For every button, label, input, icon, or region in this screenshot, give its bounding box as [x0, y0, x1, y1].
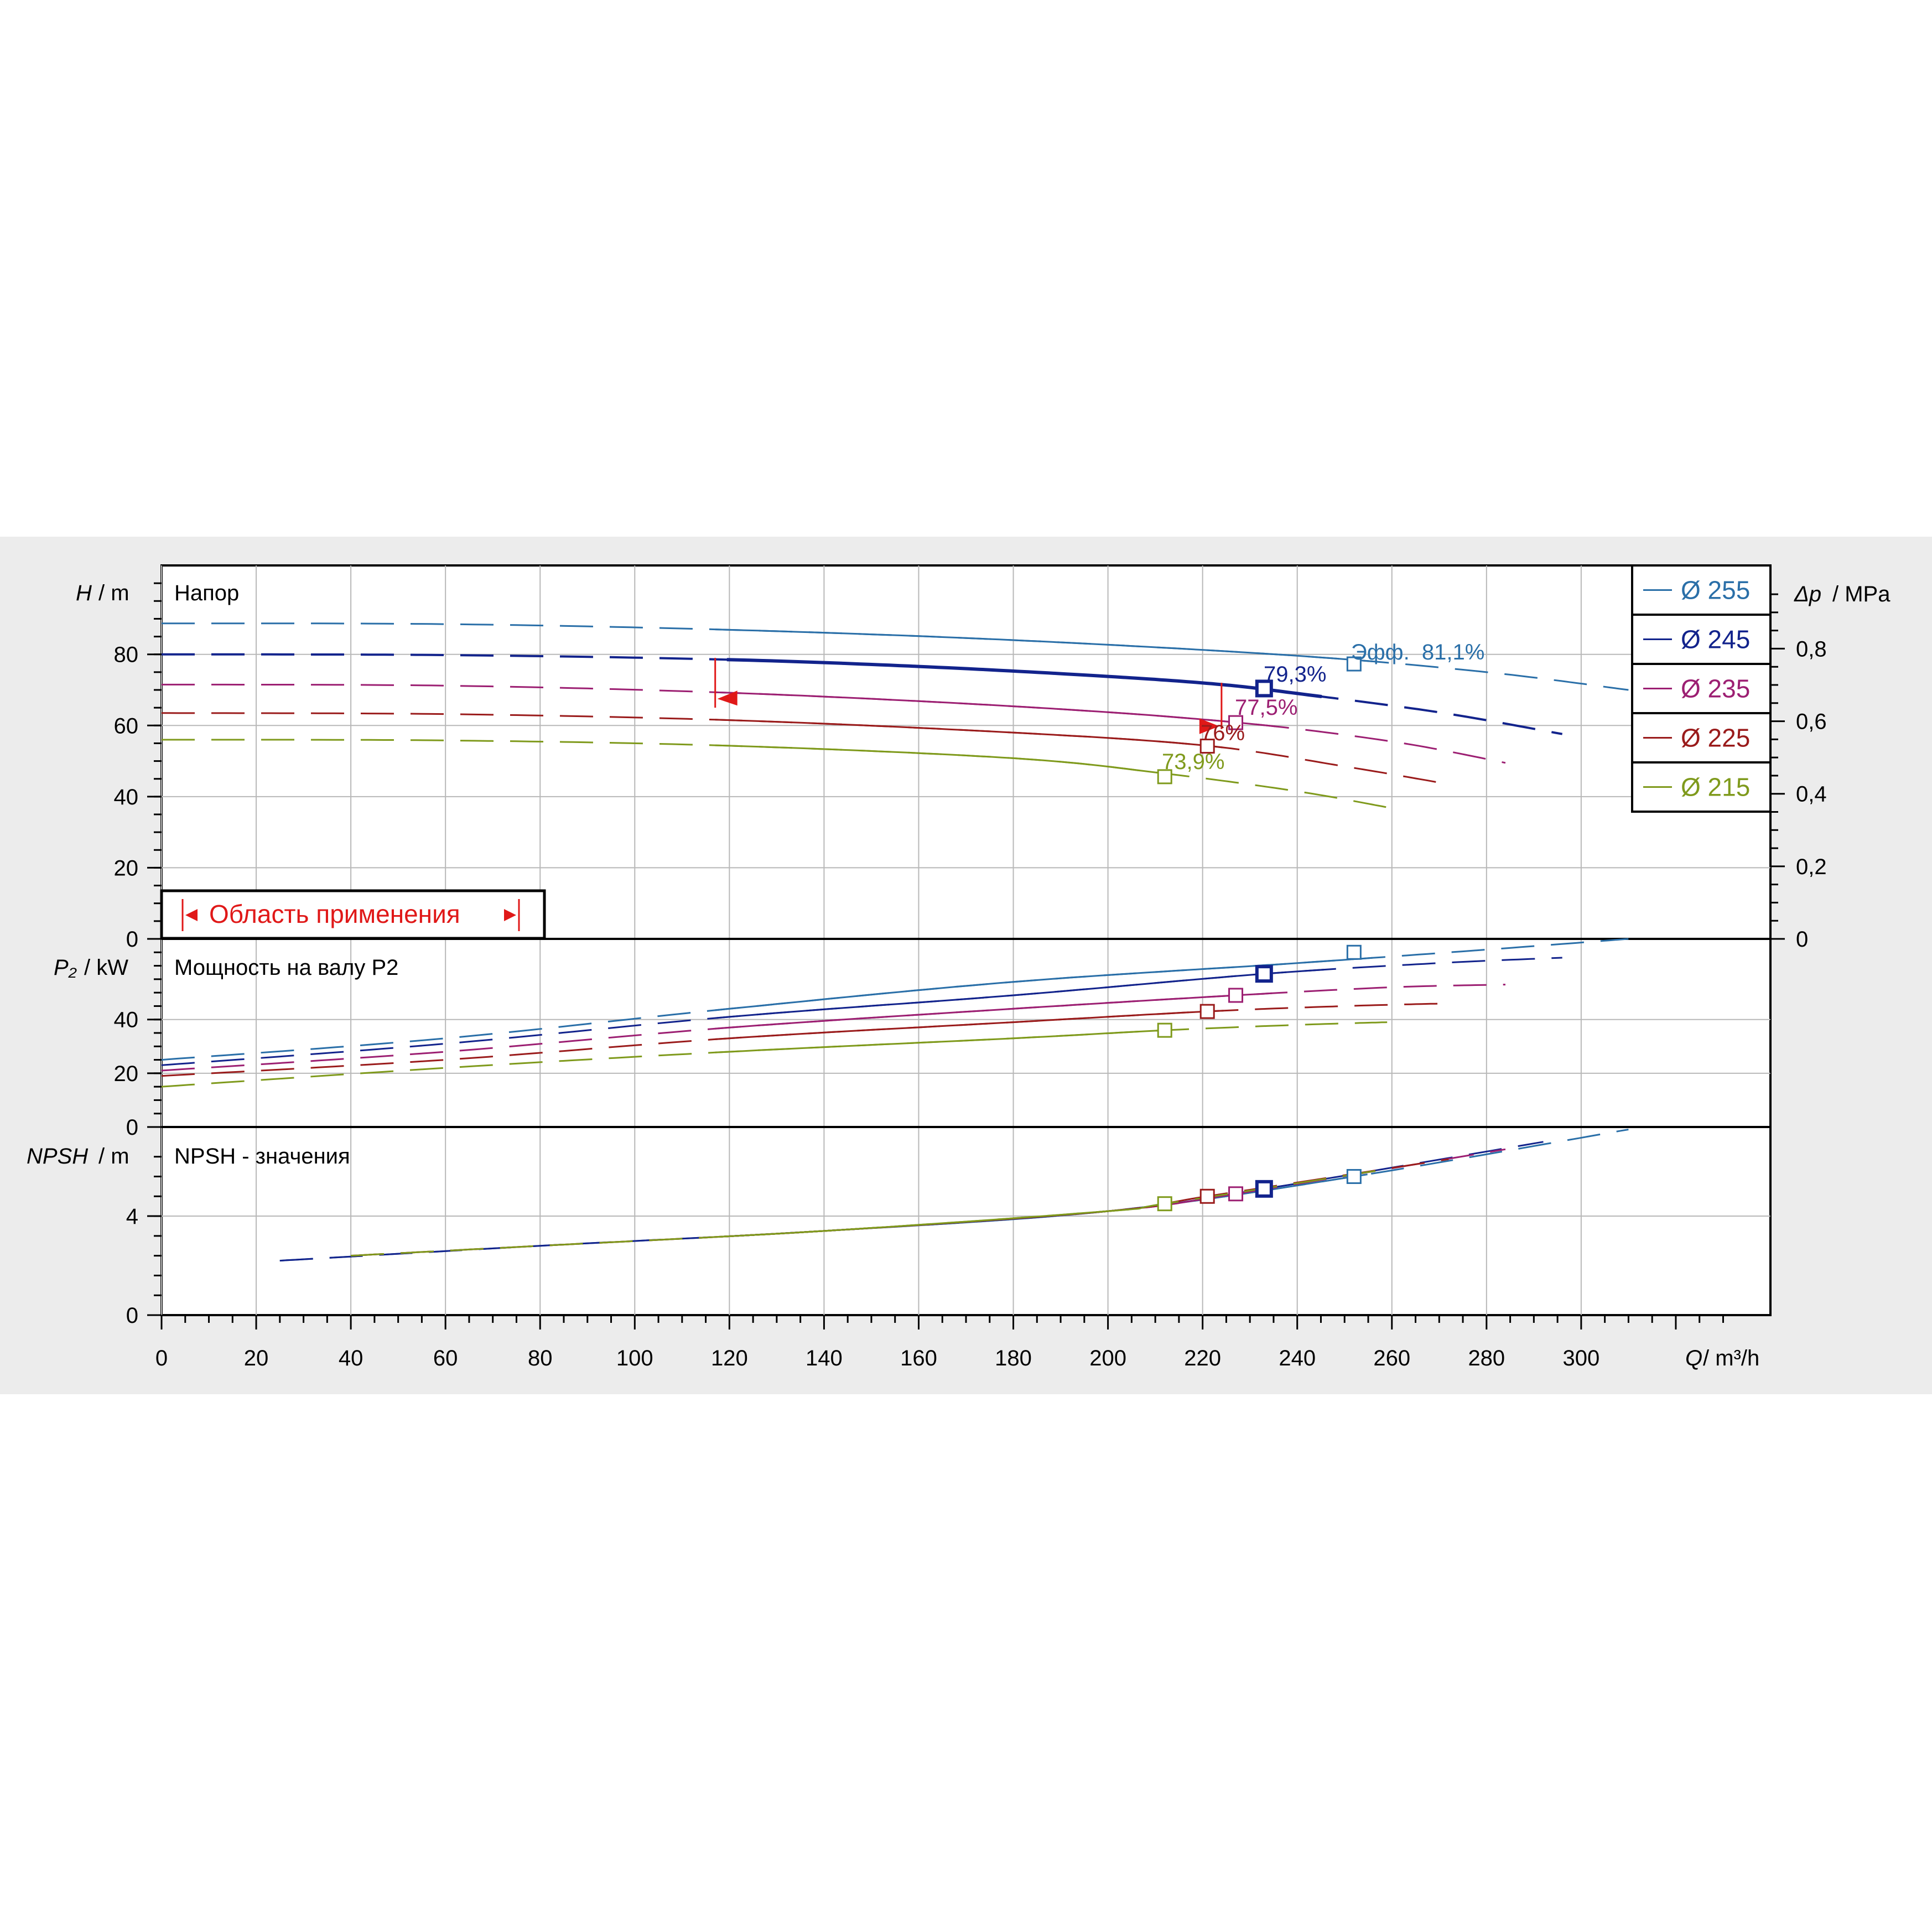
x-tick-label: 40	[339, 1346, 363, 1370]
application-range-label: Область применения	[209, 900, 460, 928]
curve-solid-segment	[715, 691, 1277, 728]
operating-max-arrow-icon	[1199, 718, 1219, 734]
best-efficiency-marker	[1157, 769, 1172, 785]
x-tick-label: 80	[528, 1346, 553, 1370]
best-efficiency-marker	[1346, 944, 1362, 960]
head-axis-symbol: H	[76, 581, 92, 605]
application-range-box[interactable]: Область применения	[160, 889, 546, 940]
curve-npsh-245	[279, 1141, 1544, 1262]
npsh-axis-unit: / m	[98, 1144, 129, 1168]
flow-axis-unit: / m³/h	[1703, 1346, 1759, 1370]
x-tick-label: 140	[806, 1346, 843, 1370]
y-tick-label: 4	[126, 1204, 138, 1229]
head-panel-title: Напор	[174, 581, 239, 605]
curve-solid-segment	[715, 992, 1272, 1030]
curve-solid-segment	[715, 1029, 1172, 1053]
y-tick-label: 80	[114, 643, 139, 667]
best-efficiency-marker	[1346, 1168, 1362, 1184]
efficiency-label-225: 76%	[1201, 721, 1245, 745]
curve-solid-segment	[720, 1202, 1173, 1238]
npsh-axis-symbol: NPSH	[27, 1144, 88, 1168]
y-tick-label: 0	[126, 1115, 138, 1140]
best-efficiency-marker	[1157, 1196, 1172, 1212]
curve-solid-segment	[715, 1010, 1224, 1040]
efficiency-label-255: Эфф. 81,1%	[1351, 640, 1484, 664]
x-tick-label: 240	[1279, 1346, 1316, 1370]
grid	[161, 565, 1770, 1315]
x-tick-label: 0	[155, 1346, 168, 1370]
legend-label: Ø 245	[1681, 625, 1750, 654]
efficiency-label-235: 77,5%	[1235, 695, 1297, 720]
flow-axis-symbol: Q	[1685, 1346, 1702, 1370]
best-efficiency-marker	[1228, 1186, 1244, 1202]
pressure-axis-symbol: Δp	[1794, 582, 1821, 606]
y-right-tick-label: 0	[1796, 927, 1808, 952]
efficiency-label-215: 73,9%	[1162, 750, 1224, 774]
npsh-panel-title: NPSH - значения	[174, 1144, 350, 1168]
best-efficiency-marker	[1255, 965, 1273, 983]
legend-label: Ø 225	[1681, 724, 1750, 752]
head-axis-unit: / m	[98, 581, 129, 605]
x-tick-label: 20	[244, 1346, 269, 1370]
legend-label: Ø 235	[1681, 674, 1750, 703]
efficiency-label-245: 79,3%	[1264, 662, 1326, 687]
y-tick-label: 40	[114, 1008, 139, 1032]
best-efficiency-marker	[1346, 656, 1362, 672]
x-tick-label: 60	[433, 1346, 458, 1370]
y-tick-label: 20	[114, 1062, 139, 1086]
arrow-left-icon	[185, 909, 198, 921]
y-right-tick-label: 0,6	[1796, 710, 1827, 734]
pump-performance-chart: 0 20 40 60 80 100 120 140 160 180 200 220 240 260 280 3…	[27, 564, 1891, 1370]
legend: Ø 255 Ø 245 Ø 235 Ø 225 Ø 215	[1631, 564, 1772, 813]
curve-solid-segment	[715, 969, 1324, 1019]
y-tick-label: 0	[126, 1303, 138, 1328]
best-efficiency-markers	[1157, 656, 1362, 1212]
best-efficiency-marker	[1228, 715, 1244, 730]
x-tick-label: 280	[1468, 1346, 1505, 1370]
best-efficiency-marker	[1228, 988, 1244, 1003]
x-tick-label: 180	[995, 1346, 1032, 1370]
best-efficiency-marker	[1199, 1004, 1215, 1019]
y-tick-label: 40	[114, 785, 139, 809]
power-axis-symbol: P₂	[54, 955, 77, 980]
power-axis-unit: / kW	[84, 955, 128, 980]
y-right-tick-label: 0,2	[1796, 855, 1827, 879]
best-efficiency-marker	[1255, 679, 1273, 698]
x-tick-label: 200	[1089, 1346, 1126, 1370]
x-tick-label: 260	[1373, 1346, 1410, 1370]
power-panel-title: Мощность на валу P2	[174, 955, 398, 980]
operating-min-arrow-icon	[717, 690, 738, 706]
pressure-axis-unit: / MPa	[1832, 582, 1891, 606]
best-efficiency-marker	[1199, 1188, 1215, 1204]
axes: 0 20 40 60 80 100 120 140 160 180 200 220 240 260 280 3…	[114, 582, 1827, 1370]
x-tick-label: 160	[900, 1346, 937, 1370]
best-efficiency-marker	[1199, 739, 1215, 754]
y-tick-label: 60	[114, 714, 139, 738]
operating-range-markers	[714, 658, 1223, 734]
curves	[161, 622, 1629, 1262]
plot-frame	[160, 564, 1772, 1316]
x-tick-label: 300	[1563, 1346, 1600, 1370]
y-tick-label: 20	[114, 856, 139, 880]
x-tick-label: 220	[1184, 1346, 1221, 1370]
curve-solid-segment	[715, 719, 1224, 749]
curve-solid-segment	[715, 629, 1373, 662]
legend-label: Ø 255	[1681, 576, 1750, 605]
x-tick-label: 120	[711, 1346, 748, 1370]
y-tick-label: 0	[126, 927, 138, 952]
y-right-tick-label: 0,4	[1796, 782, 1827, 807]
legend-label: Ø 215	[1681, 773, 1750, 802]
curve-solid-segment	[715, 957, 1373, 1011]
best-efficiency-marker	[1255, 1180, 1273, 1198]
x-tick-label: 100	[616, 1346, 653, 1370]
curve-solid-segment	[715, 744, 1172, 776]
arrow-right-icon	[504, 909, 516, 921]
y-right-tick-label: 0,8	[1796, 637, 1827, 661]
best-efficiency-marker	[1157, 1022, 1172, 1038]
